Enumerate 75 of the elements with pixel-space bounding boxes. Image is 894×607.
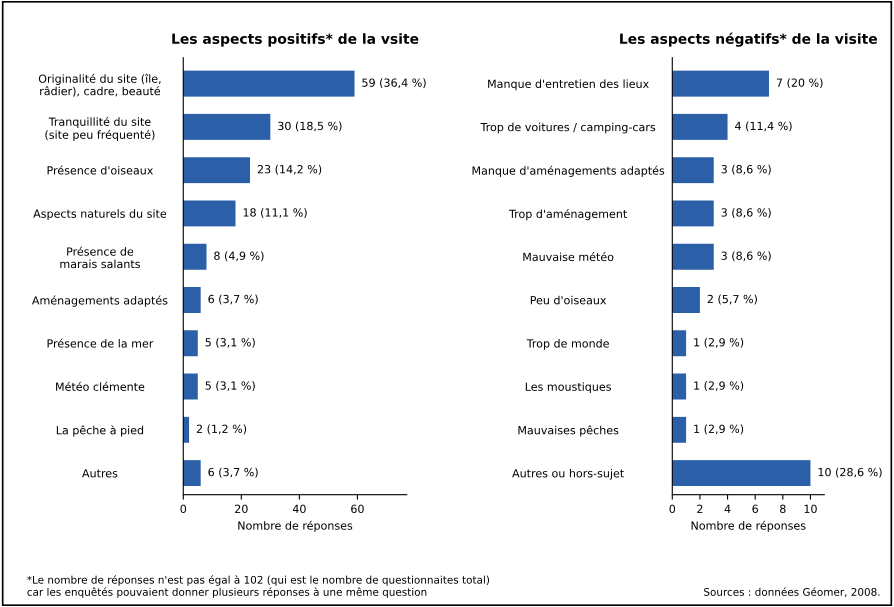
bar (672, 330, 686, 356)
data-label: 1 (2,9 %) (694, 338, 744, 348)
x-tick-label: 0 (180, 504, 186, 514)
x-tick-label: 40 (292, 504, 306, 514)
y-tick-label: Présence d'oiseaux (48, 166, 153, 175)
bar (672, 244, 714, 270)
y-tick-label: Peu d'oiseaux (530, 296, 606, 304)
x-tick-label: 8 (780, 504, 786, 514)
bar (183, 70, 355, 97)
y-tick-label: Manque d'entretien des lieux (488, 79, 649, 90)
bar (672, 70, 770, 97)
data-label: 18 (11,1 %) (244, 208, 307, 218)
data-label: 1 (2,9 %) (694, 381, 744, 392)
y-tick-label: Présence de marais salants (60, 246, 140, 268)
y-tick-label: Les moustiques (526, 382, 611, 394)
x-axis-title: Nombre de réponses (238, 520, 352, 532)
y-tick-label: Aspects naturels du site (33, 209, 166, 220)
y-tick-label: Météo clémente (56, 382, 144, 391)
source-note: Sources : données Géomer, 2008. (704, 587, 880, 597)
y-tick-label: Autres (82, 469, 118, 478)
y-tick-label: Manque d'aménagements adaptés (472, 166, 664, 177)
y-tick-label: Originalité du site (île, râdier), cadre, beauté (38, 74, 161, 97)
bar (183, 374, 198, 400)
bar (672, 287, 700, 313)
y-tick-label: Aménagements adaptés (32, 296, 168, 307)
x-tick-label: 0 (669, 504, 676, 514)
chart-title: Les aspects négatifs* de la visite (620, 32, 878, 47)
bar (672, 114, 728, 140)
y-tick-label: Trop d'aménagement (508, 209, 627, 220)
y-tick-label: Présence de la mer (48, 338, 154, 348)
data-label: 4 (11,4 %) (735, 122, 792, 132)
data-label: 59 (36,4 %) (362, 78, 426, 88)
data-label: 10 (28,6 %) (818, 468, 882, 478)
y-tick-label: Trop de monde (526, 339, 609, 350)
data-label: 2 (1,2 %) (196, 424, 246, 434)
bar (183, 330, 198, 356)
bar (183, 200, 236, 226)
data-label: 1 (2,9 %) (694, 424, 744, 434)
bar (672, 200, 714, 226)
data-label: 6 (3,7 %) (208, 468, 258, 478)
bar (672, 157, 714, 184)
y-tick-label: Mauvaise météo (523, 252, 614, 262)
y-tick-label: Trop de voitures / camping-cars (480, 122, 656, 134)
x-axis-title: Nombre de réponses (692, 520, 806, 532)
data-label: 3 (8,6 %) (722, 164, 771, 175)
data-label: 7 (20 %) (776, 78, 822, 88)
x-tick-label: 6 (752, 504, 758, 514)
y-tick-label: Mauvaises pêches (518, 425, 618, 437)
y-tick-label: Tranquillité du site (site peu fréquenté) (45, 116, 154, 142)
bar (183, 114, 270, 140)
bar (183, 460, 201, 486)
text: *Le nombre de réponses n'est pas égal à 102 (qui est le nombre de questionnaites total) car les enquêtés pouvaient donner plusieurs réponses à une même question (27, 575, 490, 598)
data-label: 23 (14,2 %) (258, 164, 322, 175)
x-tick-label: 2 (697, 504, 702, 513)
data-label: 5 (3,1 %) (206, 338, 255, 348)
bar (672, 460, 810, 486)
bar (183, 244, 206, 270)
bar (672, 416, 686, 443)
data-label: 3 (8,6 %) (722, 208, 771, 218)
bar (672, 374, 686, 400)
x-tick-label: 10 (804, 504, 817, 514)
data-label: 6 (3,7 %) (208, 294, 258, 305)
chart-title: Les aspects positifs* de la vsite (172, 33, 418, 47)
y-tick-label: La pêche à pied (56, 425, 144, 437)
x-tick-label: 60 (351, 504, 364, 514)
data-label: 3 (8,6 %) (722, 251, 771, 262)
bar (183, 287, 201, 313)
bar (183, 157, 250, 184)
x-tick-label: 20 (235, 504, 248, 514)
data-label: 5 (3,1 %) (206, 381, 255, 392)
y-tick-label: Autres ou hors-sujet (512, 468, 624, 480)
data-label: 30 (18,5 %) (278, 122, 342, 132)
data-label: 2 (5,7 %) (708, 294, 757, 305)
data-label: 8 (4,9 %) (214, 251, 264, 262)
x-tick-label: 4 (724, 504, 730, 513)
